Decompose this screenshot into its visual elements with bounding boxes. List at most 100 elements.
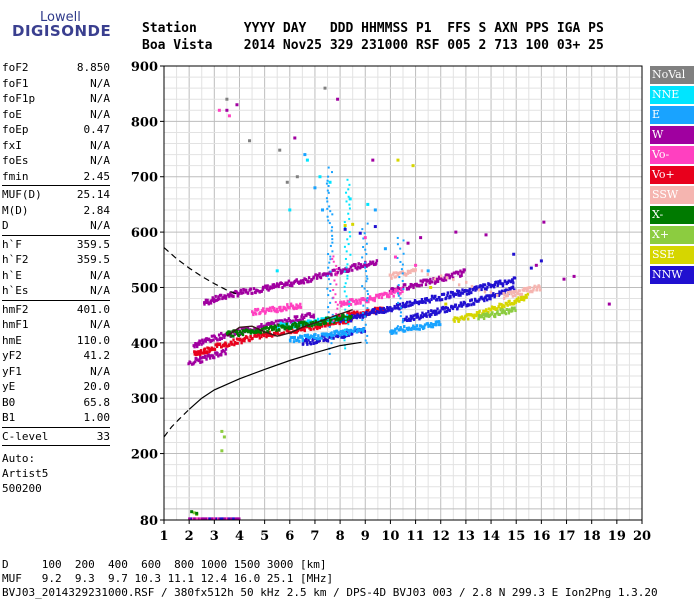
echo-point [454, 230, 458, 234]
echo-point [220, 345, 223, 349]
echo-point [394, 327, 397, 331]
echo-point [315, 336, 318, 340]
echo-point [312, 327, 315, 331]
echo-point [312, 313, 315, 317]
echo-point [198, 350, 201, 354]
echo-point [318, 272, 321, 276]
echo-point [268, 322, 272, 326]
echo-point [332, 322, 335, 326]
x-tick-label: 12 [432, 529, 450, 544]
echo-point [277, 285, 280, 289]
echo-point [409, 285, 412, 289]
echo-point [572, 274, 576, 278]
echo-point [496, 307, 499, 311]
echo-point [434, 309, 438, 313]
echo-point [233, 517, 236, 521]
x-tick-label: 8 [336, 529, 345, 544]
echo-point [218, 297, 221, 301]
echo-point [380, 296, 384, 300]
echo-point [326, 200, 329, 203]
echo-point [465, 280, 468, 284]
echo-point [346, 299, 349, 303]
echo-point [468, 287, 471, 291]
echo-point [421, 311, 424, 315]
echo-point [392, 294, 395, 298]
echo-point [370, 262, 373, 266]
echo-point [312, 275, 315, 279]
echo-point [268, 330, 271, 334]
echo-point [452, 294, 456, 298]
echo-point [466, 289, 469, 293]
echo-point [345, 191, 348, 194]
echo-point [395, 271, 398, 275]
param-row: foF1p N/A [2, 91, 110, 107]
echo-point [291, 284, 294, 288]
echo-point [343, 339, 346, 342]
echo-point [433, 312, 437, 316]
echo-point [425, 312, 428, 316]
echo-point [324, 321, 328, 325]
echo-point [354, 263, 357, 267]
echo-point [242, 327, 246, 331]
echo-point [341, 302, 344, 306]
echo-point [343, 290, 346, 293]
echo-point [429, 277, 432, 281]
echo-point [416, 312, 419, 316]
echo-point [324, 324, 327, 328]
echo-point [346, 178, 349, 181]
echo-point [328, 321, 332, 325]
echo-point [450, 272, 454, 276]
echo-point [304, 337, 308, 341]
echo-point [217, 333, 221, 337]
echo-point [343, 227, 347, 231]
echo-point [309, 342, 313, 346]
echo-point [364, 248, 367, 251]
echo-point [363, 261, 366, 264]
echo-point [344, 347, 347, 350]
echo-point [334, 321, 338, 325]
echo-point [395, 326, 399, 330]
echo-point [267, 334, 270, 338]
echo-point [526, 286, 529, 290]
echo-point [428, 313, 431, 317]
echo-point [246, 328, 249, 332]
echo-point [401, 270, 404, 274]
echo-point [357, 265, 360, 269]
echo-point [458, 318, 461, 322]
echo-point [350, 331, 354, 335]
echo-point [496, 282, 500, 286]
echo-point [377, 293, 380, 297]
echo-point [230, 294, 234, 298]
echo-point [301, 342, 305, 346]
echo-point [314, 341, 317, 345]
echo-point [511, 278, 514, 282]
echo-point [217, 517, 220, 521]
echo-point [203, 301, 206, 305]
echo-point [331, 268, 334, 272]
echo-point [358, 231, 362, 235]
echo-point [376, 310, 379, 314]
echo-point [297, 281, 301, 285]
echo-point [375, 312, 378, 316]
echo-point [420, 283, 423, 287]
echo-point [219, 517, 222, 521]
echo-point [335, 264, 338, 267]
echo-point [282, 322, 286, 326]
echo-point [329, 210, 332, 213]
echo-point [324, 338, 327, 342]
echo-point [295, 278, 298, 282]
echo-point [270, 309, 273, 313]
param-row: h`F 359.5 [2, 237, 110, 253]
echo-point [453, 319, 456, 323]
echo-point [539, 259, 543, 263]
echo-point [320, 336, 323, 340]
echo-point [309, 315, 312, 319]
echo-point [528, 286, 532, 290]
echo-point [232, 294, 235, 298]
echo-point [394, 306, 398, 310]
echo-point [493, 305, 496, 309]
echo-point [285, 308, 288, 312]
echo-point [458, 304, 461, 308]
echo-point [373, 307, 376, 311]
echo-point [348, 313, 351, 317]
